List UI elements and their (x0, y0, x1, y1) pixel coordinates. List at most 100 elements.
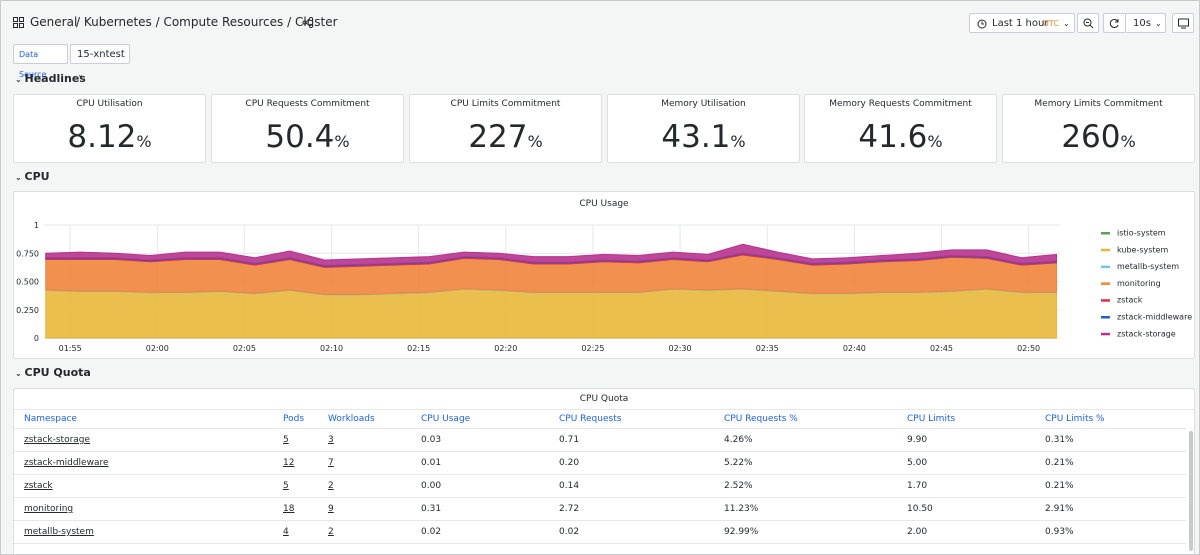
stat-value-box: 50.4% (212, 119, 403, 155)
time-picker[interactable]: Last 1 hour UTC ⌄ (969, 13, 1075, 33)
y-tick-label: 0.750 (16, 249, 39, 258)
chevron: ⌄ (1063, 19, 1070, 28)
y-tick-label: 1 (34, 221, 39, 230)
scrollbar[interactable] (1189, 431, 1193, 551)
x-tick-label: 02:35 (756, 344, 779, 353)
cell: 92.99% (724, 527, 759, 537)
tv-mode-button[interactable] (1172, 13, 1194, 33)
cell-link[interactable]: 5 (283, 481, 289, 491)
variable-label: Data Source (13, 44, 68, 79)
cell: 2.91% (1045, 504, 1074, 514)
x-tick-label: 02:10 (320, 344, 343, 353)
stat-panel: CPU Utilisation 8.12% (13, 94, 206, 163)
refresh-button[interactable] (1103, 13, 1126, 33)
legend-swatch (1101, 248, 1110, 252)
area (45, 243, 1058, 267)
monitor-icon (1178, 18, 1189, 29)
cell-link[interactable]: 4 (283, 527, 289, 537)
clock-icon (977, 19, 987, 29)
row-title: CPU Quota (24, 366, 91, 379)
cell-link[interactable]: 12 (283, 458, 295, 468)
row-header[interactable]: ⌄ CPU (15, 170, 50, 183)
cell: 4.26% (724, 435, 753, 445)
cell: 5.00 (907, 458, 928, 468)
stat-title: CPU Requests Commitment (245, 99, 370, 109)
cell-link[interactable]: monitoring (24, 504, 74, 514)
cell: 1.70 (907, 481, 928, 491)
cell-link[interactable]: 5 (283, 435, 289, 445)
cell: 0.02 (421, 527, 442, 537)
zoom-out-button[interactable] (1077, 13, 1099, 33)
cell-link[interactable]: zstack-middleware (24, 458, 109, 468)
refresh-interval[interactable]: 10s ⌄ (1125, 13, 1166, 33)
cell: 0.02 (559, 527, 580, 537)
legend-label: zstack (1117, 296, 1143, 305)
refresh-value: 10s (1133, 18, 1151, 29)
x-tick-label: 01:55 (59, 344, 82, 353)
column-header[interactable]: CPU Limits (907, 414, 956, 424)
row-title: Headlines (24, 72, 86, 85)
stat-value-box: 260% (1003, 119, 1194, 155)
stat-unit: % (1120, 132, 1136, 151)
cell: 2.52% (724, 481, 753, 491)
stat-value-box: 43.1% (608, 119, 799, 155)
cell: 0.21% (1045, 458, 1074, 468)
cell: 0.21% (1045, 481, 1074, 491)
cell-link[interactable]: metallb-system (24, 527, 94, 537)
stat-panel: Memory Requests Commitment 41.6% (804, 94, 997, 163)
cell: 0.71 (559, 435, 580, 445)
cell: 0.93% (1045, 527, 1074, 537)
table-divider (14, 409, 1194, 410)
row-divider (14, 474, 1186, 475)
panel-title: CPU Quota (579, 394, 629, 404)
cell-link[interactable]: 2 (328, 481, 334, 491)
stat-title: Memory Limits Commitment (1034, 99, 1163, 109)
chevron: ⌄ (1155, 19, 1162, 28)
column-header[interactable]: CPU Usage (421, 414, 471, 424)
stat-value: 41.6 (858, 119, 928, 155)
stat-unit: % (136, 132, 152, 151)
breadcrumb-path[interactable]: / Kubernetes / Compute Resources / Clust… (76, 15, 338, 29)
cpu-usage-chart: CPU Usage 0 0.250 0.500 0.750 1 01:55 02:00 02:… (16, 199, 1192, 353)
stat-value: 43.1 (661, 119, 731, 155)
column-header[interactable]: Pods (283, 414, 305, 424)
stat-panel: Memory Utilisation 43.1% (607, 94, 800, 163)
column-header[interactable]: Workloads (328, 414, 375, 424)
x-tick-label: 02:30 (669, 344, 692, 353)
stat-value-box: 41.6% (805, 119, 996, 155)
cell-link[interactable]: 18 (283, 504, 295, 514)
cell: 9.90 (907, 435, 928, 445)
column-header[interactable]: Namespace (24, 414, 77, 424)
cell: 2.00 (907, 527, 928, 537)
cell: 0.14 (559, 481, 580, 491)
stat-panel: CPU Requests Commitment 50.4% (211, 94, 404, 163)
row-header[interactable]: ⌄ Headlines (15, 72, 86, 85)
x-tick-label: 02:00 (146, 344, 169, 353)
row-header[interactable]: ⌄ CPU Quota (15, 366, 91, 379)
x-tick-label: 02:05 (233, 344, 256, 353)
x-tick-label: 02:15 (407, 344, 430, 353)
stat-value: 8.12 (67, 119, 137, 155)
cell-link[interactable]: 7 (328, 458, 334, 468)
timezone: UTC (1043, 19, 1059, 28)
row-divider (14, 428, 1186, 429)
apps-icon[interactable] (13, 17, 24, 28)
column-header[interactable]: CPU Limits % (1045, 414, 1105, 424)
cell: 0.31% (1045, 435, 1074, 445)
column-header[interactable]: CPU Requests % (724, 414, 798, 424)
breadcrumb-root[interactable]: General (30, 15, 78, 29)
legend-label: kube-system (1117, 245, 1168, 254)
column-header[interactable]: CPU Requests (559, 414, 622, 424)
share-icon[interactable] (302, 17, 314, 28)
stat-unit: % (527, 132, 543, 151)
cell-link[interactable]: 3 (328, 435, 334, 445)
cell-link[interactable]: zstack (24, 481, 53, 491)
variable-value: 15-xntest (77, 49, 125, 60)
stat-panel: CPU Limits Commitment 227% (409, 94, 602, 163)
x-tick-label: 02:40 (843, 344, 866, 353)
cell-link[interactable]: 2 (328, 527, 334, 537)
variable-select[interactable]: 15-xntest ⌄ (70, 44, 130, 79)
cell-link[interactable]: zstack-storage (24, 435, 91, 445)
cell-link[interactable]: 9 (328, 504, 334, 514)
